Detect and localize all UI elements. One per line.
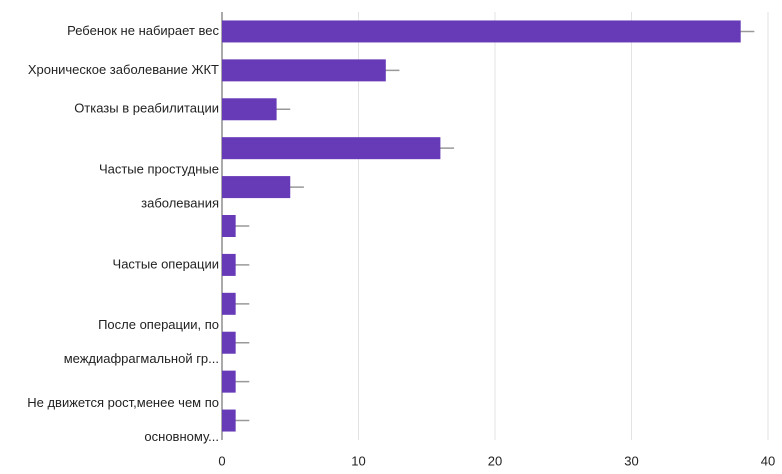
bar bbox=[222, 292, 236, 315]
y-tick-label: основному... bbox=[144, 429, 219, 444]
y-tick-label: После операции, по bbox=[98, 317, 219, 332]
y-tick-label: Хроническое заболевание ЖКТ bbox=[28, 62, 219, 77]
bar bbox=[222, 137, 441, 160]
x-tick-label: 30 bbox=[624, 453, 638, 468]
x-tick-label: 40 bbox=[761, 453, 775, 468]
bar bbox=[222, 59, 386, 82]
bar bbox=[222, 409, 236, 432]
bar bbox=[222, 20, 741, 43]
y-tick-label: Ребенок не набирает вес bbox=[67, 23, 219, 38]
bar bbox=[222, 331, 236, 354]
x-tick-label: 10 bbox=[351, 453, 365, 468]
bar bbox=[222, 98, 277, 121]
y-tick-label: заболевания bbox=[141, 196, 219, 211]
y-tick-label: Отказы в реабилитации bbox=[74, 101, 219, 116]
x-tick-label: 20 bbox=[488, 453, 502, 468]
bar bbox=[222, 215, 236, 237]
y-tick-label: Частые операции bbox=[113, 256, 219, 271]
y-tick-label: междиафрагмальной гр... bbox=[64, 351, 219, 366]
bar bbox=[222, 253, 236, 276]
bar bbox=[222, 370, 236, 393]
y-tick-label: Не движется рост,менее чем по bbox=[27, 395, 219, 410]
x-tick-label: 0 bbox=[218, 453, 225, 468]
bar bbox=[222, 176, 291, 199]
y-tick-label: Частые простудные bbox=[99, 162, 219, 177]
